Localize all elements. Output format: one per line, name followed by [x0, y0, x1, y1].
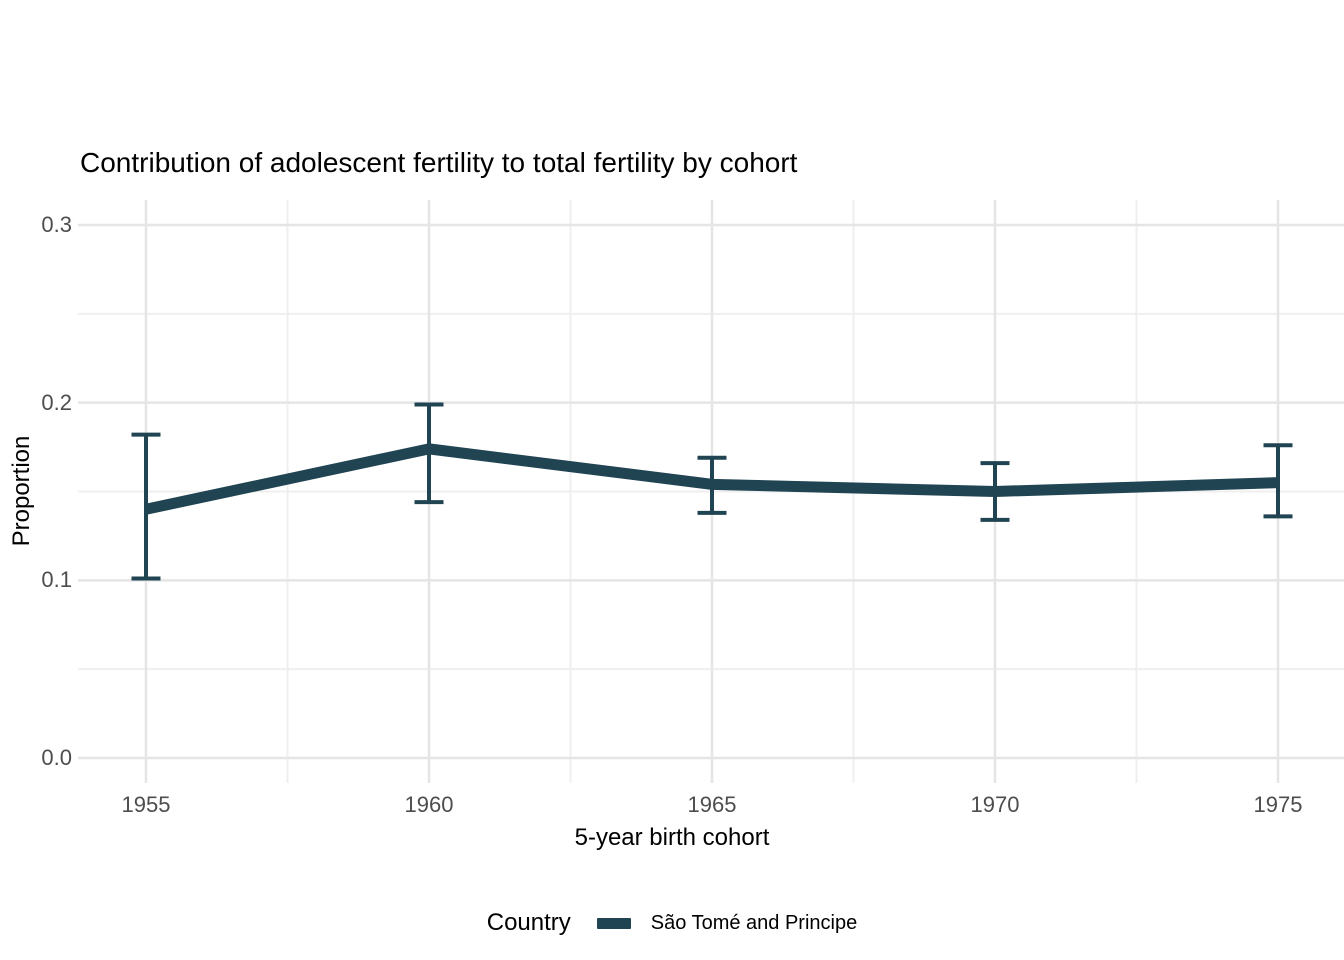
x-tick-label: 1975 [1253, 792, 1303, 817]
legend: Country São Tomé and Principe [0, 903, 1344, 943]
y-tick-label: 0.2 [41, 389, 72, 415]
chart-title: Contribution of adolescent fertility to … [80, 147, 798, 178]
legend-title: Country [486, 909, 571, 936]
x-tick-label: 1960 [404, 792, 454, 817]
x-tick-label: 1965 [687, 792, 737, 817]
x-axis-title: 5-year birth cohort [574, 824, 770, 851]
legend-series-label: São Tomé and Principe [650, 911, 858, 934]
x-tick-label: 1970 [970, 792, 1020, 817]
x-tick-label: 1955 [121, 792, 171, 817]
y-tick-label: 0.1 [41, 567, 72, 593]
y-tick-label: 0.0 [41, 745, 72, 770]
y-axis-title: Proportion [8, 435, 35, 547]
legend-swatch [596, 917, 631, 929]
y-tick-label: 0.3 [41, 212, 72, 237]
series-line [144, 443, 1279, 515]
